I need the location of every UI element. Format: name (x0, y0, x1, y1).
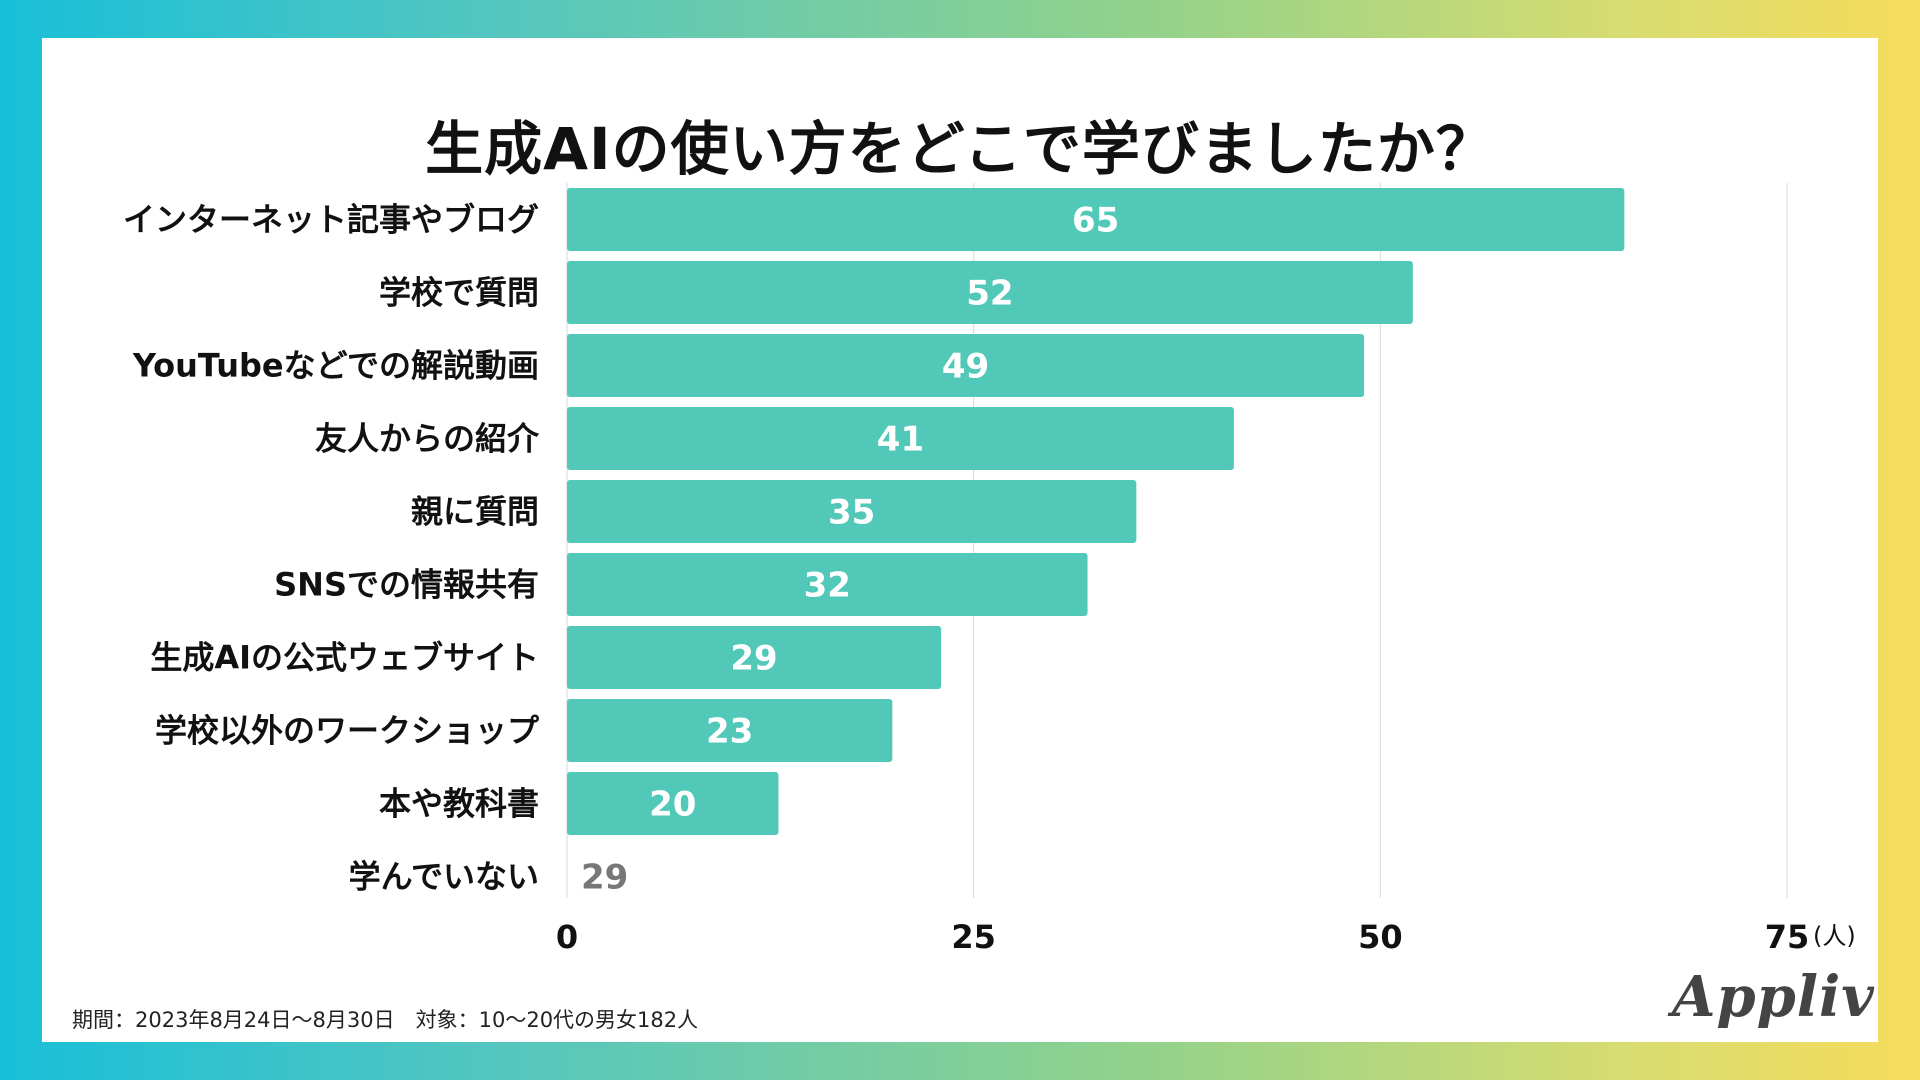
category-label: YouTubeなどでの解説動画 (132, 347, 539, 385)
x-tick-label: 75 (1765, 918, 1810, 956)
category-label: 学んでいない (349, 858, 539, 896)
x-axis-unit-label: (人) (1813, 922, 1856, 950)
appliv-logo: Appliv (1672, 964, 1875, 1030)
x-tick-label: 25 (951, 918, 996, 956)
survey-footnote: 期間：2023年8月24日〜8月30日 対象：10〜20代の男女182人 (72, 1008, 699, 1032)
bar (567, 334, 1365, 397)
category-label: 親に質問 (411, 493, 539, 531)
category-label: インターネット記事やブログ (123, 201, 539, 239)
bar (567, 261, 1413, 324)
bar-value-label: 29 (730, 639, 777, 679)
bar-value-label: 52 (966, 274, 1013, 314)
bar-value-label: 41 (877, 420, 924, 460)
bar-value-label: 29 (581, 858, 628, 898)
bar (567, 407, 1234, 470)
category-label: 学校以外のワークショップ (155, 712, 540, 750)
chart-panel: 生成AIの使い方をどこで学びましたか？ インターネット記事やブログ 65 学校で質問… (42, 38, 1878, 1042)
bar (567, 772, 779, 835)
category-label: 生成AIの公式ウェブサイト (150, 639, 539, 677)
bar-value-label: 32 (804, 566, 851, 606)
category-label: SNSでの情報共有 (274, 566, 539, 604)
category-label: 友人からの紹介 (315, 420, 540, 458)
bar (567, 553, 1088, 616)
category-label: 学校で質問 (379, 274, 539, 312)
bar-value-label: 20 (649, 785, 696, 825)
bar (567, 188, 1625, 251)
bar (567, 626, 942, 689)
bar (567, 480, 1137, 543)
chart-title: 生成AIの使い方をどこで学びましたか？ (425, 115, 1495, 183)
x-tick-label: 50 (1358, 918, 1403, 956)
bar-value-label: 65 (1072, 201, 1119, 241)
bar (567, 699, 893, 762)
bar-chart: インターネット記事やブログ 65 学校で質問 52 YouTubeなどでの解説動画 49 友… (123, 183, 1856, 956)
x-tick-label: 0 (556, 918, 578, 956)
bar-value-label: 49 (942, 347, 989, 387)
bar-value-label: 23 (706, 712, 753, 752)
bar-value-label: 35 (828, 493, 875, 533)
category-label: 本や教科書 (379, 785, 539, 823)
